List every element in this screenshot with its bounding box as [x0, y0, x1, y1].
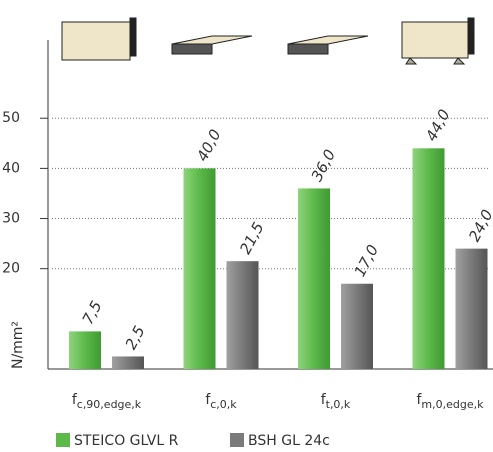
- value-label: 44,0: [422, 106, 454, 144]
- value-label: 36,0: [308, 146, 340, 184]
- value-label: 21,5: [236, 219, 268, 257]
- legend-swatch: [230, 433, 244, 447]
- value-label: 2,5: [122, 323, 149, 353]
- value-label: 40,0: [193, 126, 225, 164]
- category-symbol: f: [72, 392, 78, 408]
- category-symbol: f: [321, 392, 327, 408]
- category-symbol: f: [205, 392, 211, 408]
- category-symbol: f: [416, 392, 422, 408]
- value-label: 24,0: [465, 207, 493, 245]
- x-tick-label: fm,0,edge,k: [416, 392, 484, 411]
- legend-label: STEICO GLVL R: [74, 433, 179, 449]
- bar: [226, 261, 259, 369]
- bar: [298, 188, 330, 369]
- category-subscript: t,0,k: [326, 398, 351, 411]
- y-axis-label: N/mm²: [10, 321, 26, 369]
- bar: [455, 248, 488, 369]
- bar: [69, 331, 101, 369]
- bar: [183, 168, 216, 369]
- x-tick-label: ft,0,k: [321, 392, 351, 411]
- value-label: 17,0: [351, 242, 383, 280]
- category-subscript: c,0,k: [210, 398, 237, 411]
- bar: [341, 283, 373, 369]
- y-tick-label: 30: [2, 211, 20, 227]
- x-tick-label: fc,90,edge,k: [72, 392, 142, 411]
- category-subscript: c,90,edge,k: [77, 398, 142, 411]
- y-tick-label: 50: [2, 110, 20, 126]
- legend-label: BSH GL 24c: [248, 433, 330, 449]
- bar: [112, 356, 144, 369]
- value-label: 7,5: [79, 298, 106, 328]
- category-subscript: m,0,edge,k: [421, 398, 484, 411]
- bar: [412, 148, 445, 369]
- legend-swatch: [56, 433, 70, 447]
- y-tick-label: 40: [2, 160, 20, 176]
- beam-icons: [61, 17, 475, 65]
- x-tick-label: fc,0,k: [205, 392, 237, 411]
- y-tick-label: 20: [2, 261, 20, 277]
